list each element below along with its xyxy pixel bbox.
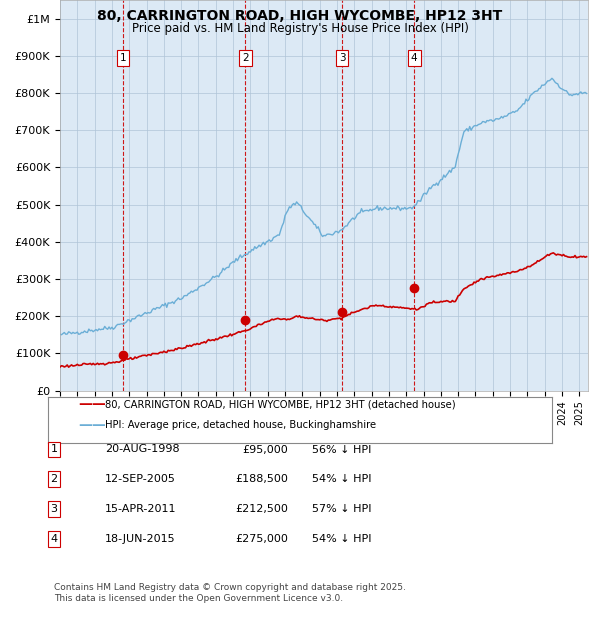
- Text: 80, CARRINGTON ROAD, HIGH WYCOMBE, HP12 3HT (detached house): 80, CARRINGTON ROAD, HIGH WYCOMBE, HP12 …: [105, 399, 455, 409]
- Text: 12-SEP-2005: 12-SEP-2005: [105, 474, 176, 484]
- Text: £212,500: £212,500: [235, 504, 288, 514]
- Text: 2: 2: [242, 53, 248, 63]
- Text: 1: 1: [120, 53, 127, 63]
- Text: 57% ↓ HPI: 57% ↓ HPI: [312, 504, 371, 514]
- Text: HPI: Average price, detached house, Buckinghamshire: HPI: Average price, detached house, Buck…: [105, 420, 376, 430]
- Text: Contains HM Land Registry data © Crown copyright and database right 2025.
This d: Contains HM Land Registry data © Crown c…: [54, 583, 406, 603]
- Text: ——: ——: [78, 397, 106, 411]
- Text: 3: 3: [50, 504, 58, 514]
- Text: 4: 4: [50, 534, 58, 544]
- Text: £188,500: £188,500: [235, 474, 288, 484]
- Text: Price paid vs. HM Land Registry's House Price Index (HPI): Price paid vs. HM Land Registry's House …: [131, 22, 469, 35]
- Text: 1: 1: [50, 445, 58, 454]
- Text: ——: ——: [78, 418, 106, 432]
- Text: 80, CARRINGTON ROAD, HIGH WYCOMBE, HP12 3HT: 80, CARRINGTON ROAD, HIGH WYCOMBE, HP12 …: [97, 9, 503, 24]
- Text: £275,000: £275,000: [235, 534, 288, 544]
- Text: 3: 3: [338, 53, 346, 63]
- Text: 18-JUN-2015: 18-JUN-2015: [105, 534, 176, 544]
- Text: 20-AUG-1998: 20-AUG-1998: [105, 445, 179, 454]
- Text: 56% ↓ HPI: 56% ↓ HPI: [312, 445, 371, 454]
- Text: 2: 2: [50, 474, 58, 484]
- Text: £95,000: £95,000: [242, 445, 288, 454]
- Text: 54% ↓ HPI: 54% ↓ HPI: [312, 474, 371, 484]
- Text: 15-APR-2011: 15-APR-2011: [105, 504, 176, 514]
- Text: 4: 4: [411, 53, 418, 63]
- Text: 54% ↓ HPI: 54% ↓ HPI: [312, 534, 371, 544]
